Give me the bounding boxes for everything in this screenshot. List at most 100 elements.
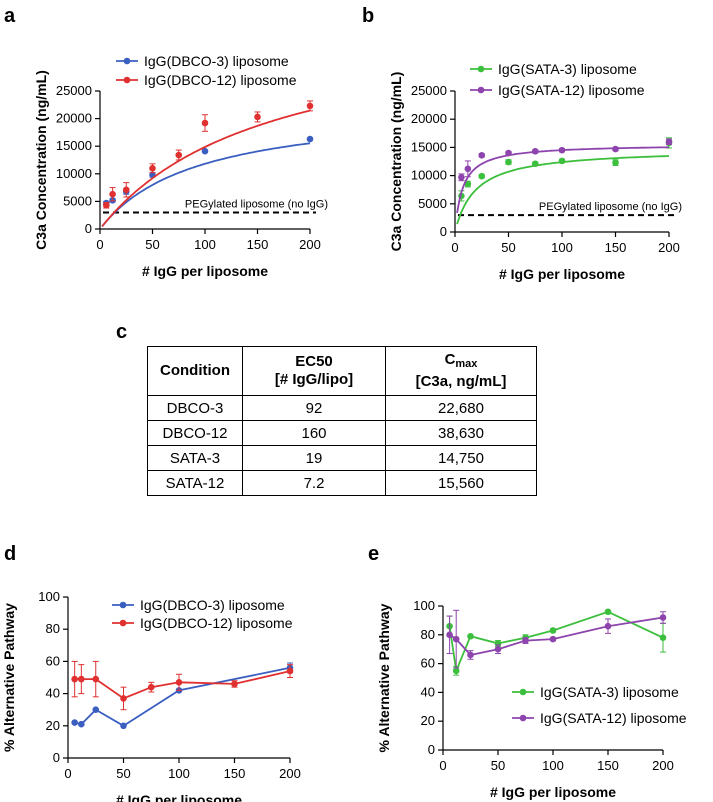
data-point [478,172,486,180]
data-point [458,173,465,181]
x-tick-label: 150 [224,766,246,781]
data-point [604,622,612,630]
data-point [531,148,539,155]
y-tick-label: 60 [46,653,60,668]
legend-label: IgG(DBCO-3) liposome [144,53,289,69]
table-row: DBCO-3 92 22,680 [147,395,537,421]
y-axis-title: % Alternative Pathway [376,603,392,752]
header-condition: Condition [147,346,243,396]
legend-marker [123,76,131,84]
header-cmax-unit: [C3a, ng/mL] [415,373,507,390]
legend-label: IgG(SATA-12) liposome [540,710,687,726]
cell-condition: DBCO-3 [147,395,243,421]
data-point [467,651,474,659]
y-tick-label: 100 [38,589,60,604]
x-tick-label: 50 [116,766,130,781]
legend-label: IgG(SATA-3) liposome [540,684,679,700]
y-tick-label: 20000 [411,111,447,126]
data-point [71,675,78,683]
legend-marker [119,601,127,609]
panel-letter-b: b [362,5,374,27]
data-point [201,147,209,155]
cell-cmax: 14,750 [385,445,537,471]
cell-cmax: 38,630 [385,420,537,446]
legend-label: IgG(SATA-12) liposome [498,82,645,98]
data-point [452,667,460,675]
table-row: SATA-3 19 14,750 [147,445,537,471]
cell-condition: SATA-12 [147,470,243,496]
y-tick-label: 5000 [63,193,92,208]
x-axis-title: # IgG per liposome [499,266,625,282]
table-header-row: Condition EC50 [# IgG/lipo] Cmax [C3a, n… [147,346,537,396]
data-point [467,632,474,640]
x-tick-label: 100 [168,766,190,781]
table-row: SATA-12 7.2 15,560 [147,470,537,496]
panel-letter-c: c [116,321,127,343]
y-tick-label: 0 [440,224,447,239]
x-tick-label: 200 [299,237,321,252]
cell-ec50: 92 [242,395,386,421]
data-point [120,695,127,702]
data-point [659,614,667,621]
x-tick-label: 100 [194,237,216,252]
y-tick-label: 0 [53,750,60,765]
data-point [92,706,100,713]
y-tick-label: 25000 [411,83,447,98]
y-tick-label: 80 [421,627,435,642]
series-line [448,610,664,675]
data-point [109,190,116,198]
data-point [612,145,619,153]
x-tick-label: 50 [145,237,159,252]
condition-table: Condition EC50 [# IgG/lipo] Cmax [C3a, n… [147,346,537,496]
data-point [286,667,294,675]
fit-curve [101,142,311,227]
reference-line-label: PEGylated liposome (no IgG) [185,198,328,210]
x-tick-label: 0 [451,240,458,255]
data-point [494,645,502,653]
x-tick-label: 50 [491,758,505,773]
y-axis-title: % Alternative Pathway [1,603,17,752]
header-cmax-sub: max [455,358,478,370]
cell-ec50: 7.2 [242,470,386,496]
y-tick-label: 20 [421,713,435,728]
x-tick-label: 0 [439,758,446,773]
y-tick-label: 40 [421,684,435,699]
cell-ec50: 160 [242,420,386,446]
y-tick-label: 5000 [418,196,447,211]
y-tick-label: 25000 [56,83,92,98]
data-point [531,160,539,168]
data-point [446,631,453,639]
fit-curve [101,109,311,227]
y-tick-label: 100 [413,598,435,613]
x-tick-label: 150 [605,240,627,255]
x-axis-title: # IgG per liposome [490,784,616,800]
cell-condition: SATA-3 [147,445,243,471]
cell-ec50: 19 [242,445,386,471]
cell-condition: DBCO-12 [147,420,243,446]
y-tick-label: 10000 [411,168,447,183]
panel-letter-d: d [4,543,16,565]
data-point [549,635,557,643]
data-point [604,608,612,616]
data-point [549,627,557,634]
data-point [147,683,155,691]
data-point [254,113,261,121]
legend-marker [519,688,527,696]
header-cmax: Cmax [C3a, ng/mL] [385,346,537,396]
y-axis-title: C3a Concentration (ng/mL) [388,72,404,252]
data-point [122,186,130,194]
legend-marker [477,65,485,73]
data-point [452,635,460,643]
y-tick-label: 15000 [56,138,92,153]
y-axis-title: C3a Concentration (ng/mL) [33,70,49,250]
data-point [175,151,183,159]
x-axis-title: # IgG per liposome [142,263,268,279]
data-point [306,102,314,110]
data-point [306,135,314,143]
data-point [464,180,472,188]
x-tick-label: 0 [64,766,71,781]
series-line [74,666,291,727]
x-tick-label: 50 [501,240,515,255]
data-point [231,680,238,688]
data-point [558,146,566,154]
